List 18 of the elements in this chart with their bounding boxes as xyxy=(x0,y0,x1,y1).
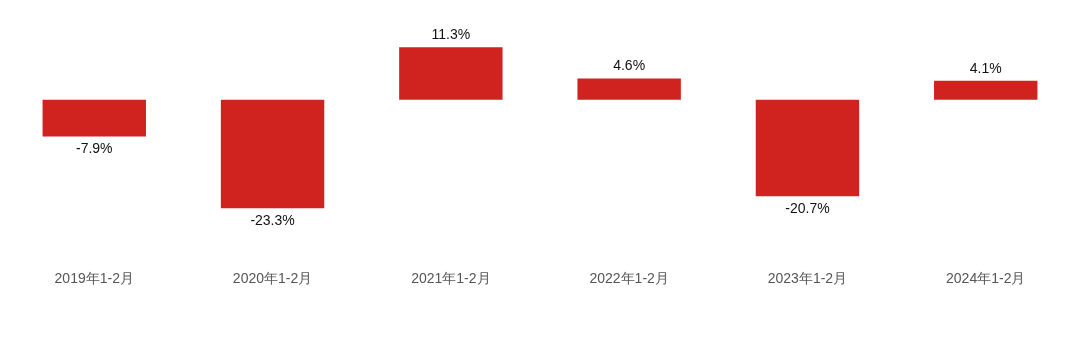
x-tick-label: 2023年1-2月 xyxy=(767,270,848,287)
x-tick-label: 2020年1-2月 xyxy=(232,270,313,287)
bar xyxy=(220,99,325,209)
bar xyxy=(399,47,503,100)
data-label: 4.6% xyxy=(613,57,646,74)
x-tick-label: 2024年1-2月 xyxy=(946,270,1026,287)
x-tick-label: 2019年1-2月 xyxy=(54,270,134,287)
data-label: 4.1% xyxy=(969,59,1002,76)
bar xyxy=(577,78,681,100)
data-label: -20.7% xyxy=(785,200,830,217)
data-label: -23.3% xyxy=(250,212,295,229)
data-label: -7.9% xyxy=(75,140,113,157)
bar xyxy=(42,99,146,137)
x-tick-label: 2022年1-2月 xyxy=(589,270,669,287)
data-label: 11.3% xyxy=(431,26,471,43)
x-tick-label: 2021年1-2月 xyxy=(411,270,491,287)
bar xyxy=(755,99,860,197)
bar xyxy=(934,80,1038,100)
